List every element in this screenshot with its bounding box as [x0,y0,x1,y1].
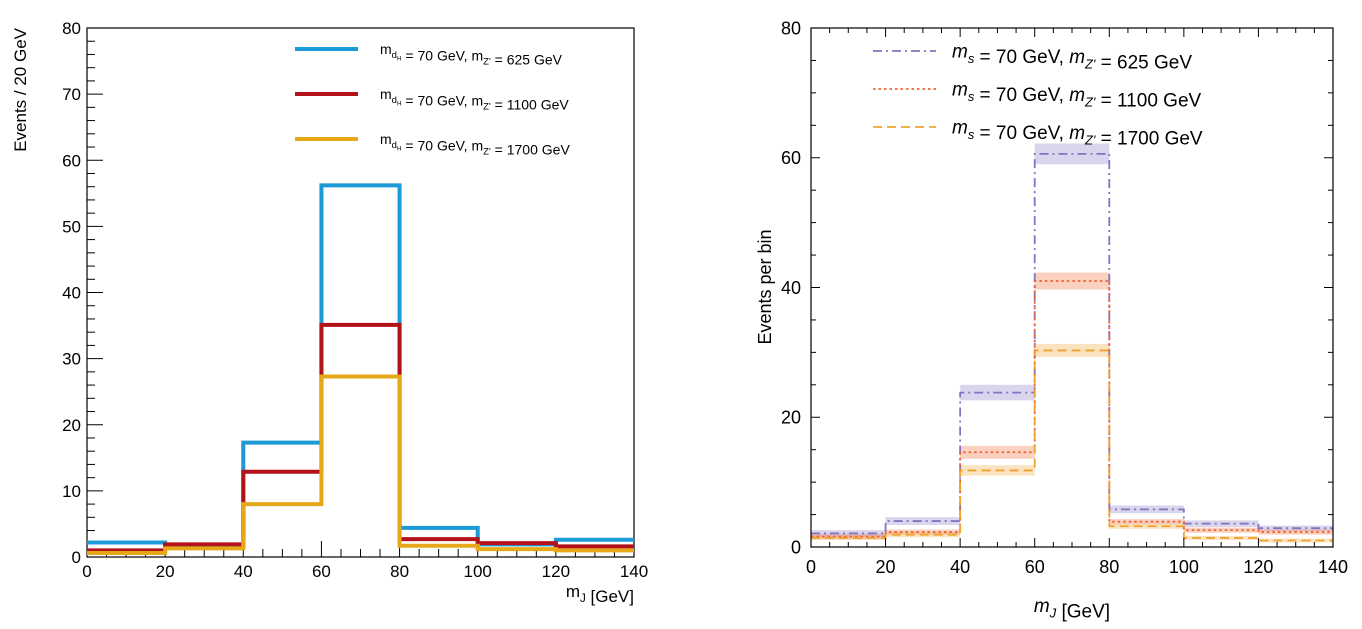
x-tick-label: 40 [950,557,970,577]
y-tick-label: 0 [72,548,81,567]
left-y-axis-label: Events / 20 GeV [11,27,30,151]
y-tick-label: 60 [781,148,801,168]
right-y-axis-label: Events per bin [755,229,775,344]
x-tick-label: 0 [82,562,91,581]
legend-label-2: ms = 70 GeV, mZ' = 1100 GeV [952,80,1202,112]
x-tick-label: 0 [806,557,816,577]
right-uncertainty-bands [811,143,1333,543]
y-tick-label: 70 [62,85,81,104]
series-line-3 [811,349,1333,542]
uncertainty-band [811,534,886,540]
left-panel: 0 20 40 60 80 100 120 140 0 10 20 30 40 50 60 70 80 mdH … [11,19,648,606]
right-x-axis-label: mJ [GeV] [1034,596,1110,622]
right-axis-ticks: 0 20 40 60 80 100 120 140 0 20 40 60 80 [781,18,1348,577]
x-tick-label: 140 [620,562,648,581]
x-tick-label: 20 [156,562,175,581]
x-tick-label: 60 [312,562,331,581]
x-tick-label: 100 [464,562,492,581]
series-line-1 [87,183,634,549]
x-tick-label: 80 [390,562,409,581]
series-line-2 [811,280,1333,538]
left-x-axis-label: mJ [GeV] [566,582,634,606]
x-tick-label: 80 [1099,557,1119,577]
left-legend: mdH = 70 GeV, mZ' = 625 GeV mdH = 70 GeV,… [295,41,570,157]
uncertainty-band [1034,272,1110,290]
y-tick-label: 20 [62,416,81,435]
uncertainty-band [811,535,886,540]
right-series-group [811,152,1333,542]
x-tick-label: 140 [1318,557,1348,577]
uncertainty-band [1109,523,1184,529]
legend-label-2: mdH = 70 GeV, mZ' = 1100 GeV [380,86,569,112]
right-legend: ms = 70 GeV, mZ' = 625 GeV ms = 70 GeV, m… [873,42,1203,150]
y-tick-label: 20 [781,408,801,428]
x-tick-label: 120 [542,562,570,581]
y-tick-label: 40 [781,278,801,298]
left-series-group [87,183,634,556]
x-tick-label: 60 [1025,557,1045,577]
y-tick-label: 60 [62,151,81,170]
y-tick-label: 30 [62,350,81,369]
x-tick-label: 20 [876,557,896,577]
x-tick-label: 40 [234,562,253,581]
y-tick-label: 40 [62,284,81,303]
x-tick-label: 120 [1243,557,1273,577]
series-line-1 [811,152,1333,535]
y-tick-label: 80 [781,18,801,38]
legend-label-3: mdH = 70 GeV, mZ' = 1700 GeV [380,131,570,157]
left-axis-ticks: 0 20 40 60 80 100 120 140 0 10 20 30 40 50 60 70 80 [62,19,648,581]
right-panel: 0 20 40 60 80 100 120 140 0 20 40 60 80 ms = 70 GeV,… [755,18,1348,622]
y-tick-label: 50 [62,217,81,236]
series-line-2 [87,322,634,553]
uncertainty-band [885,517,961,525]
x-tick-label: 100 [1169,557,1199,577]
legend-label-1: mdH = 70 GeV, mZ' = 625 GeV [380,41,563,67]
y-tick-label: 10 [62,482,81,501]
legend-label-3: ms = 70 GeV, mZ' = 1700 GeV [952,118,1203,150]
y-tick-label: 80 [62,19,81,38]
legend-label-1: ms = 70 GeV, mZ' = 625 GeV [952,42,1192,74]
y-tick-label: 0 [791,537,801,557]
series-line-3 [87,374,634,556]
uncertainty-band [811,530,886,537]
